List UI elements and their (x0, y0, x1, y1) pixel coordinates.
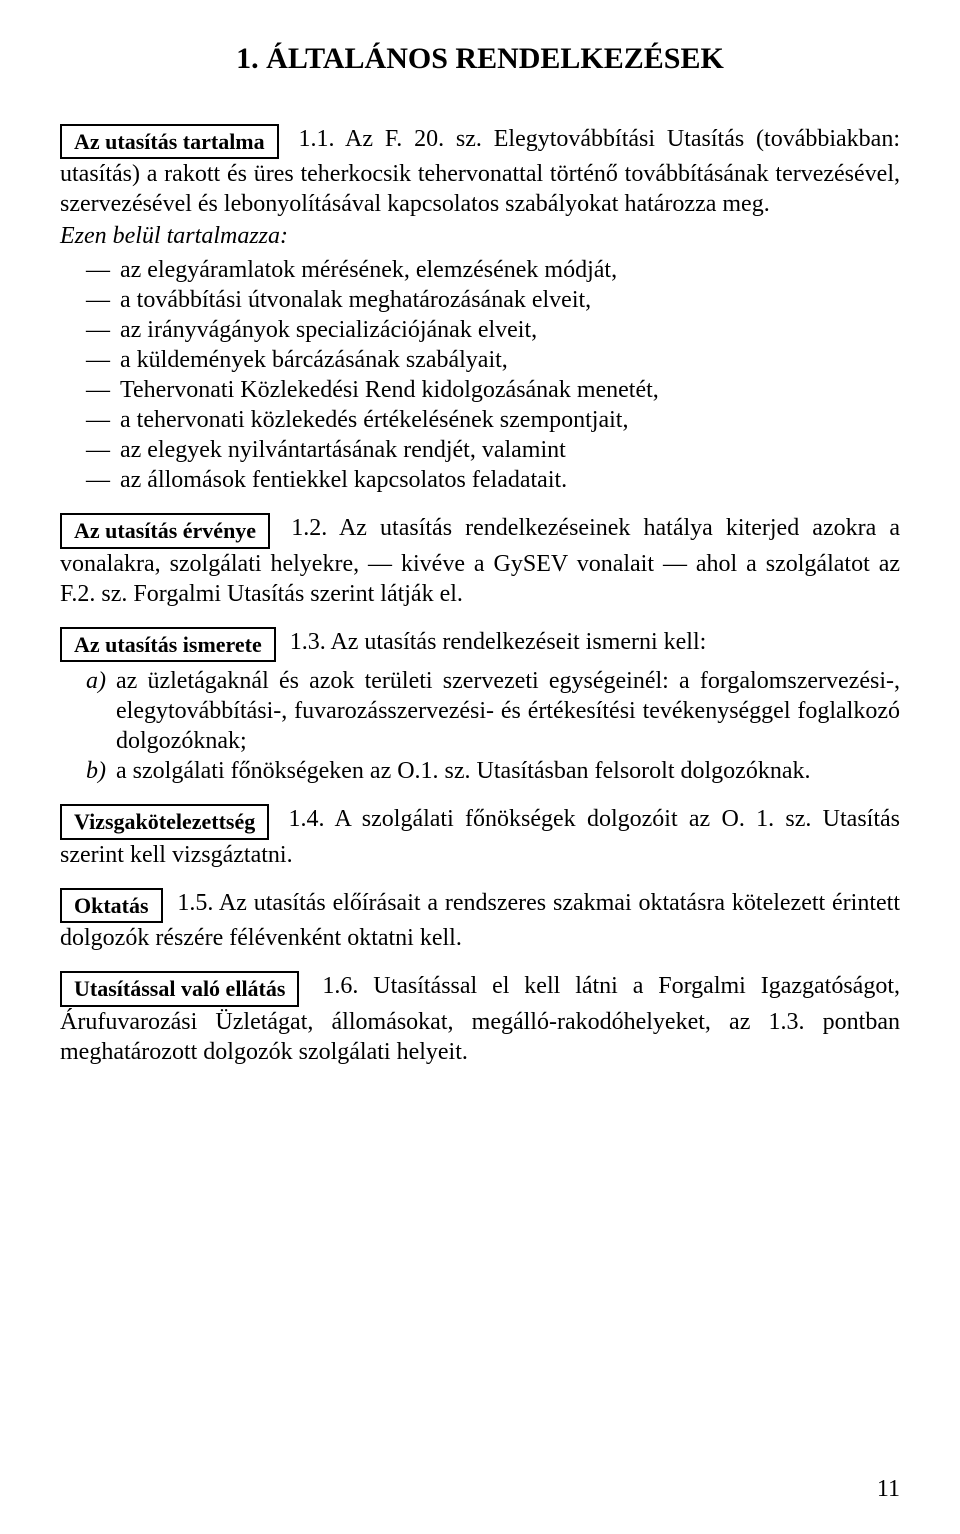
bullet-dash-icon: — (60, 375, 120, 405)
page-title: 1. ÁLTALÁNOS RENDELKEZÉSEK (60, 40, 900, 78)
section-1-1: Az utasítás tartalma 1.1. Az F. 20. sz. … (60, 124, 900, 496)
list-item: — az állomások fentiekkel kapcsolatos fe… (60, 465, 900, 495)
section-1-6: Utasítással való ellátás 1.6. Utasítássa… (60, 971, 900, 1067)
list-item: — az elegyek nyilvántartásának rendjét, … (60, 435, 900, 465)
list-item-text: a továbbítási útvonalak meghatározásának… (120, 285, 900, 315)
section-label-ellatas: Utasítással való ellátás (60, 971, 299, 1007)
document-page: 1. ÁLTALÁNOS RENDELKEZÉSEK Az utasítás t… (0, 0, 960, 1534)
section-lead: Az utasítás ismerete 1.3. Az utasítás re… (60, 627, 900, 663)
section-lead-text: 1.3. Az utasítás rendelkezéseit ismerni … (290, 629, 707, 655)
list-item: — a küldemények bárcázásának szabályait, (60, 345, 900, 375)
list-marker: b) (86, 756, 116, 786)
section-1-2: Az utasítás érvénye 1.2. Az utasítás ren… (60, 513, 900, 609)
list-intro: Ezen belül tartalmazza: (60, 223, 288, 249)
bullet-dash-icon: — (60, 465, 120, 495)
bullet-dash-icon: — (60, 315, 120, 345)
bullet-dash-icon: — (60, 285, 120, 315)
section-label-ismerete: Az utasítás ismerete (60, 627, 276, 663)
section-label-vizsga: Vizsgakötelezettség (60, 804, 269, 840)
bullet-dash-icon: — (60, 255, 120, 285)
list-item: a) az üzletágaknál és azok területi szer… (60, 666, 900, 756)
section-1-4: Vizsgakötelezettség 1.4. A szolgálati fő… (60, 804, 900, 870)
section-lead: Az utasítás tartalma 1.1. Az F. 20. sz. … (60, 124, 900, 220)
list-item: — az irányvágányok specializációjának el… (60, 315, 900, 345)
list-item-text: az irányvágányok specializációjának elve… (120, 315, 900, 345)
list-item-text: az állomások fentiekkel kapcsolatos fela… (120, 465, 900, 495)
section-1-5: Oktatás 1.5. Az utasítás előírásait a re… (60, 888, 900, 954)
bullet-dash-icon: — (60, 345, 120, 375)
section-label-oktatas: Oktatás (60, 888, 163, 924)
list-item: b) a szolgálati főnökségeken az O.1. sz.… (60, 756, 900, 786)
bullet-list: — az elegyáramlatok mérésének, elemzésén… (60, 255, 900, 495)
list-item-text: az elegyáramlatok mérésének, elemzésének… (120, 255, 900, 285)
section-label-tartalma: Az utasítás tartalma (60, 124, 279, 160)
bullet-dash-icon: — (60, 435, 120, 465)
list-item: — a továbbítási útvonalak meghatározásán… (60, 285, 900, 315)
lettered-list: a) az üzletágaknál és azok területi szer… (60, 666, 900, 786)
list-item-text: az üzletágaknál és azok területi szervez… (116, 666, 900, 756)
section-text: 1.5. Az utasítás előírásait a rendszeres… (60, 890, 900, 952)
section-body: Utasítással való ellátás 1.6. Utasítássa… (60, 971, 900, 1067)
bullet-dash-icon: — (60, 405, 120, 435)
list-marker: a) (86, 666, 116, 756)
list-item-text: a tehervonati közlekedés értékelésének s… (120, 405, 900, 435)
list-item-text: az elegyek nyilvántartásának rendjét, va… (120, 435, 900, 465)
list-item: — a tehervonati közlekedés értékelésének… (60, 405, 900, 435)
section-label-ervenye: Az utasítás érvénye (60, 513, 270, 549)
page-number: 11 (877, 1474, 900, 1504)
section-1-3: Az utasítás ismerete 1.3. Az utasítás re… (60, 627, 900, 787)
list-item-text: Tehervonati Közlekedési Rend kidolgozásá… (120, 375, 900, 405)
list-item-text: a szolgálati főnökségeken az O.1. sz. Ut… (116, 756, 900, 786)
section-body: Oktatás 1.5. Az utasítás előírásait a re… (60, 888, 900, 954)
list-item-text: a küldemények bárcázásának szabályait, (120, 345, 900, 375)
list-item: — az elegyáramlatok mérésének, elemzésén… (60, 255, 900, 285)
section-body: Az utasítás érvénye 1.2. Az utasítás ren… (60, 513, 900, 609)
list-item: — Tehervonati Közlekedési Rend kidolgozá… (60, 375, 900, 405)
section-body: Vizsgakötelezettség 1.4. A szolgálati fő… (60, 804, 900, 870)
